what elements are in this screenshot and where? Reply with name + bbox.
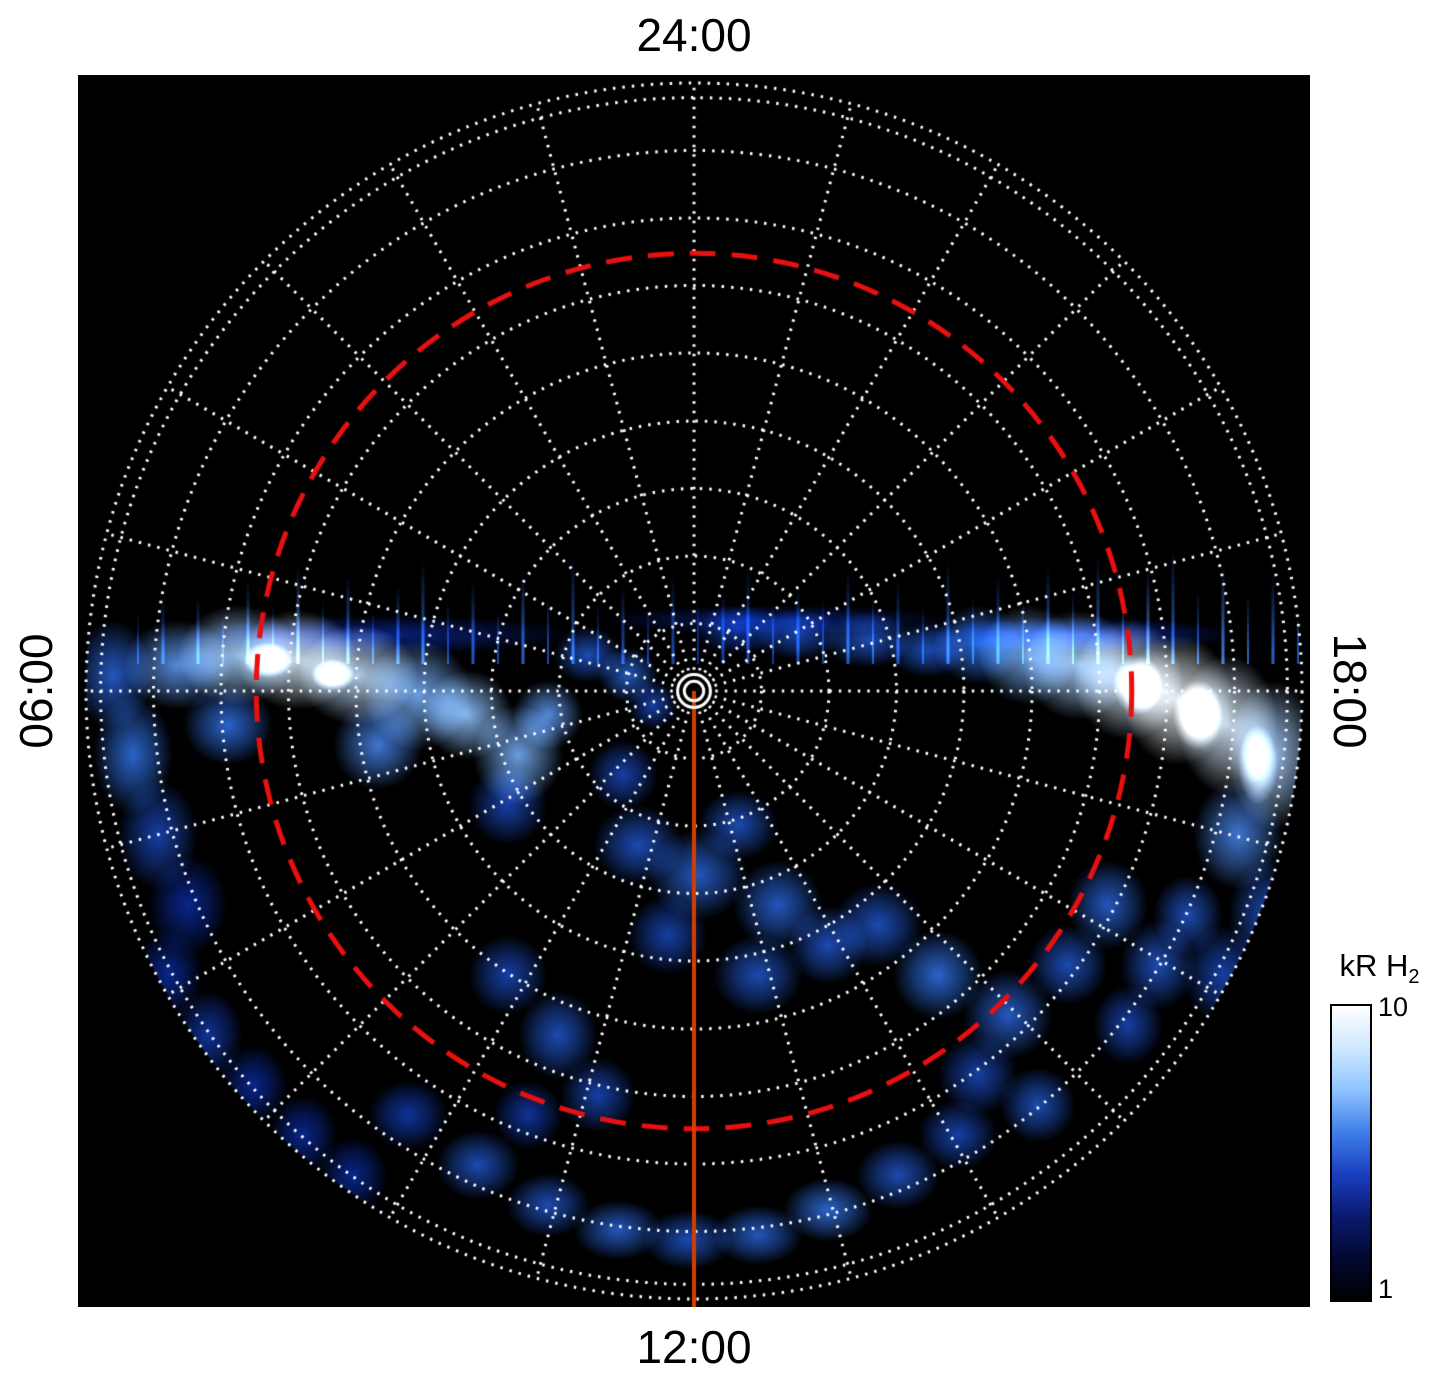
colorbar-min-label: 1 — [1378, 1274, 1394, 1304]
colorbar-max-label: 10 — [1378, 992, 1409, 1022]
time-label-dawn: 06:00 — [10, 633, 62, 749]
colorbar-title-subscript: 2 — [1408, 966, 1420, 989]
colorbar-title: kR H2 — [1312, 948, 1447, 989]
colorbar: kR H2 10 1 — [1312, 948, 1447, 1333]
plot-area — [78, 75, 1310, 1307]
time-label-dusk: 18:00 — [1324, 633, 1376, 749]
time-label-midnight: 24:00 — [636, 9, 752, 61]
colorbar-title-text: kR H — [1339, 948, 1409, 983]
polar-plot-canvas — [78, 75, 1310, 1307]
time-label-noon: 12:00 — [636, 1321, 752, 1373]
colorbar-gradient — [1330, 1004, 1372, 1302]
